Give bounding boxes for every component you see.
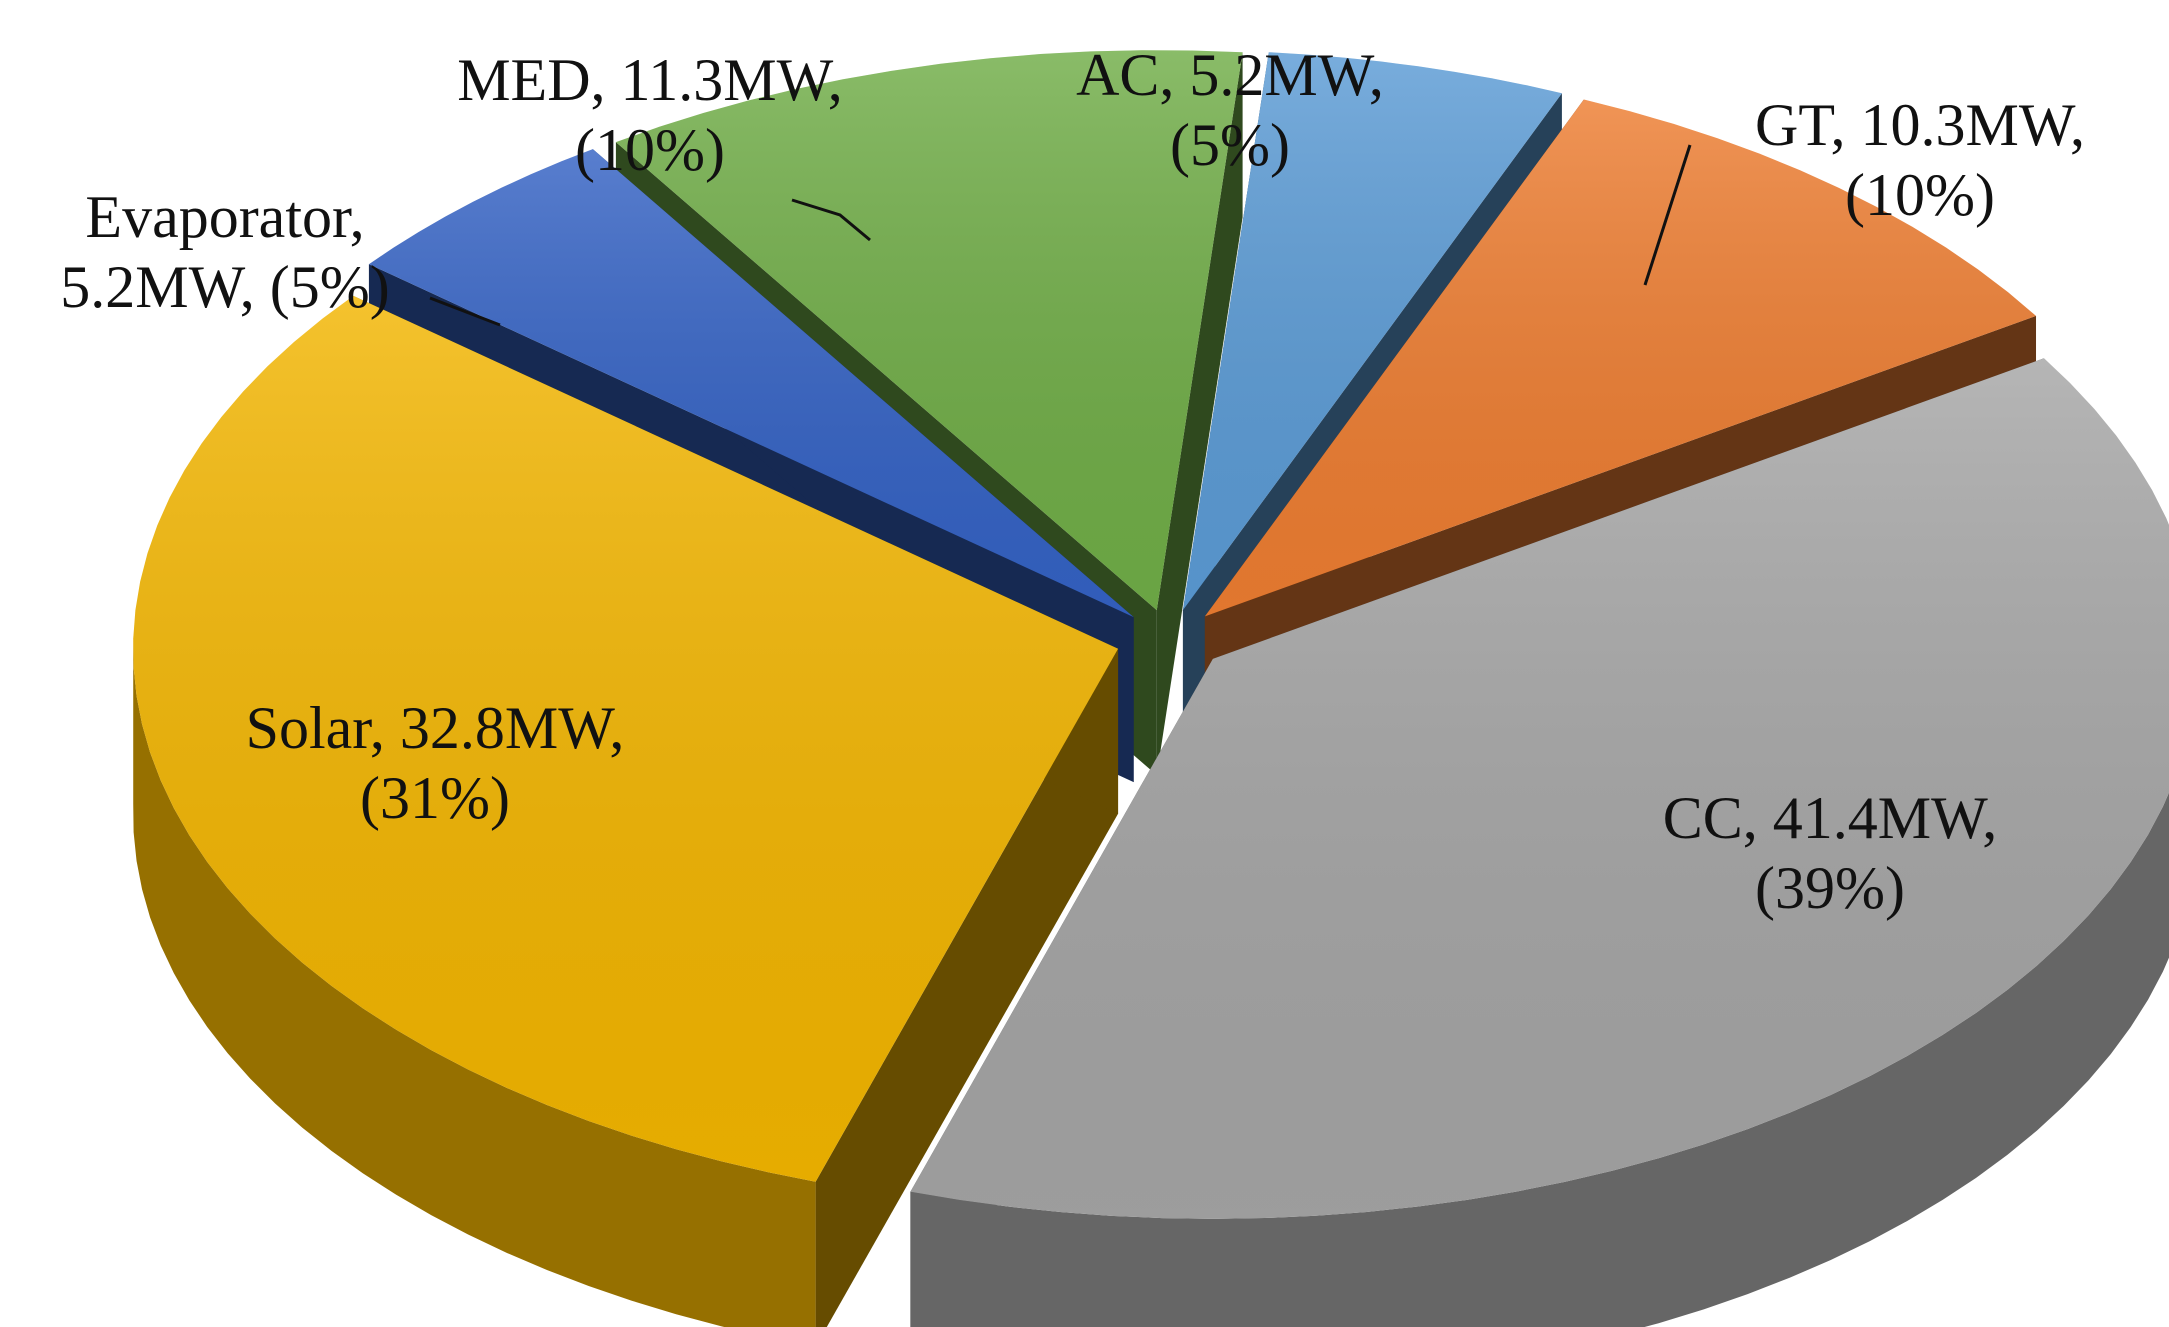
data-label-line: (10%) [1845, 162, 1995, 228]
data-label-line: GT, 10.3MW, [1755, 92, 2085, 158]
data-label-line: (5%) [1170, 112, 1290, 178]
data-label-evaporator: Evaporator, 5.2MW, (5%) [60, 184, 389, 320]
leader-line-med [791, 198, 871, 242]
data-label-line: (39%) [1755, 855, 1905, 921]
data-label-line: Evaporator, [85, 184, 364, 250]
pie-slice-solar [133, 295, 1119, 1327]
data-label-gt: GT, 10.3MW, (10%) [1755, 92, 2085, 228]
data-label-ac: AC, 5.2MW, (5%) [1076, 42, 1384, 178]
data-label-cc: CC, 41.4MW, (39%) [1663, 785, 1998, 921]
pie-slice-cc [910, 358, 2169, 1327]
pie-slice-wall-solar [133, 638, 816, 1327]
pie-slice-gloss-ac [1182, 52, 1562, 611]
data-label-line: (10%) [575, 117, 725, 183]
pie-slice-gloss-gt [1204, 99, 2037, 617]
data-label-line: 5.2MW, (5%) [60, 254, 389, 320]
data-label-line: AC, 5.2MW, [1076, 42, 1384, 108]
leader-line-evaporator [429, 296, 501, 327]
leader-line-gt [1643, 144, 1692, 286]
data-label-line: CC, 41.4MW, [1663, 785, 1998, 851]
data-label-solar: Solar, 32.8MW, (31%) [246, 695, 625, 831]
pie-slice-side-solar [815, 648, 1119, 1327]
pie-slice-gloss-evaporator [368, 149, 1134, 618]
pie-slice-gloss-med [615, 50, 1243, 611]
pie-slice-gloss-cc [910, 358, 2169, 1219]
data-label-line: Solar, 32.8MW, [246, 695, 625, 761]
data-label-line: (31%) [360, 765, 510, 831]
pie-slice-wall-cc [910, 792, 2169, 1327]
pie-slice-gloss-solar [133, 295, 1119, 1182]
pie-slice-side-med [1156, 52, 1243, 776]
data-label-med: MED, 11.3MW, (10%) [457, 47, 843, 183]
data-label-line: MED, 11.3MW, [457, 47, 843, 113]
